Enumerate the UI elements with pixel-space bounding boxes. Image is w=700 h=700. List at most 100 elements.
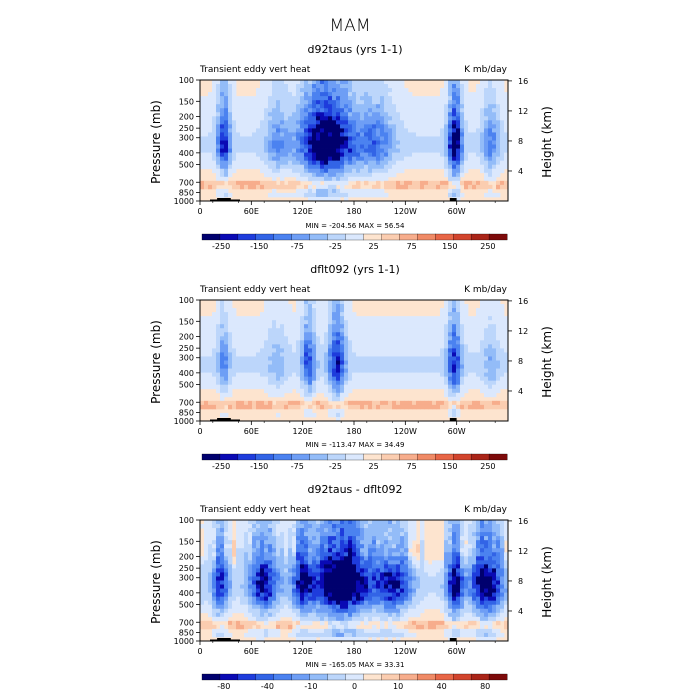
contour-cell [200,120,205,125]
contour-cell [276,348,281,353]
contour-cell [468,372,473,378]
contour-cell [304,348,309,353]
contour-cell [268,168,273,174]
contour-cell [276,560,281,565]
contour-cell [420,528,425,533]
contour-cell [312,84,317,89]
contour-cell [276,124,281,129]
contour-cell [228,340,233,345]
contour-cell [216,340,221,345]
contour-cell [200,352,205,357]
contour-cell [260,360,265,365]
contour-cell [456,84,461,89]
contour-cell [384,320,389,325]
contour-cell [240,144,245,149]
contour-cell [400,84,405,89]
contour-cell [492,532,497,537]
contour-cell [440,320,445,325]
contour-cell [320,540,325,545]
contour-cell [384,140,389,145]
contour-cell [504,576,509,581]
contour-cell [228,300,233,305]
contour-cell [504,552,509,557]
contour-cell [472,96,477,101]
contour-cell [352,164,357,170]
contour-cell [408,184,413,190]
contour-cell [324,392,329,398]
contour-cell [240,324,245,329]
contour-cell [484,376,489,382]
contour-cell [384,404,389,410]
contour-cell [260,564,265,569]
contour-cell [304,128,309,133]
contour-cell [208,356,213,361]
contour-cell [464,572,469,577]
contour-cell [276,320,281,325]
contour-cell [404,364,409,369]
contour-cell [200,156,205,162]
contour-cell [352,136,357,141]
contour-cell [460,536,465,541]
contour-cell [260,560,265,565]
contour-cell [256,572,261,577]
contour-cell [460,344,465,349]
contour-cell [272,392,277,398]
contour-cell [352,560,357,565]
contour-cell [400,104,405,109]
contour-cell [300,524,305,529]
contour-cell [216,96,221,101]
contour-cell [372,188,377,194]
contour-cell [352,564,357,569]
contour-cell [468,404,473,410]
contour-cell [268,96,273,101]
contour-cell [316,308,321,313]
contour-cell [264,356,269,361]
contour-cell [364,564,369,569]
contour-cell [336,412,341,418]
contour-cell [504,352,509,357]
contour-cell [204,340,209,345]
contour-cell [360,336,365,341]
contour-cell [484,372,489,378]
contour-cell [288,316,293,321]
contour-cell [284,144,289,149]
contour-cell [488,540,493,545]
contour-cell [360,104,365,109]
contour-cell [220,164,225,170]
contour-cell [424,332,429,337]
contour-cell [248,364,253,369]
contour-cell [224,576,229,581]
contour-cell [348,300,353,305]
contour-cell [360,168,365,174]
contour-cell [240,564,245,569]
contour-cell [484,128,489,133]
contour-cell [348,128,353,133]
contour-cell [260,404,265,410]
contour-cell [408,316,413,321]
contour-cell [340,556,345,561]
contour-cell [356,520,361,525]
contour-cell [384,572,389,577]
contour-cell [420,320,425,325]
contour-cell [456,520,461,525]
y-tick-label: 300 [179,134,194,143]
contour-cell [316,544,321,549]
contour-cell [400,144,405,149]
contour-cell [504,528,509,533]
contour-cell [372,404,377,410]
contour-cell [412,532,417,537]
contour-cell [468,380,473,386]
contour-cell [424,116,429,121]
contour-cell [212,332,217,337]
contour-cell [428,108,433,113]
contour-cell [236,384,241,390]
contour-cell [308,380,313,386]
contour-cell [472,116,477,121]
contour-cell [312,136,317,141]
contour-cell [300,168,305,174]
contour-cell [388,552,393,557]
contour-cell [200,144,205,149]
contour-cell [476,372,481,378]
contour-cell [288,84,293,89]
colorbar-label: 150 [442,462,457,471]
